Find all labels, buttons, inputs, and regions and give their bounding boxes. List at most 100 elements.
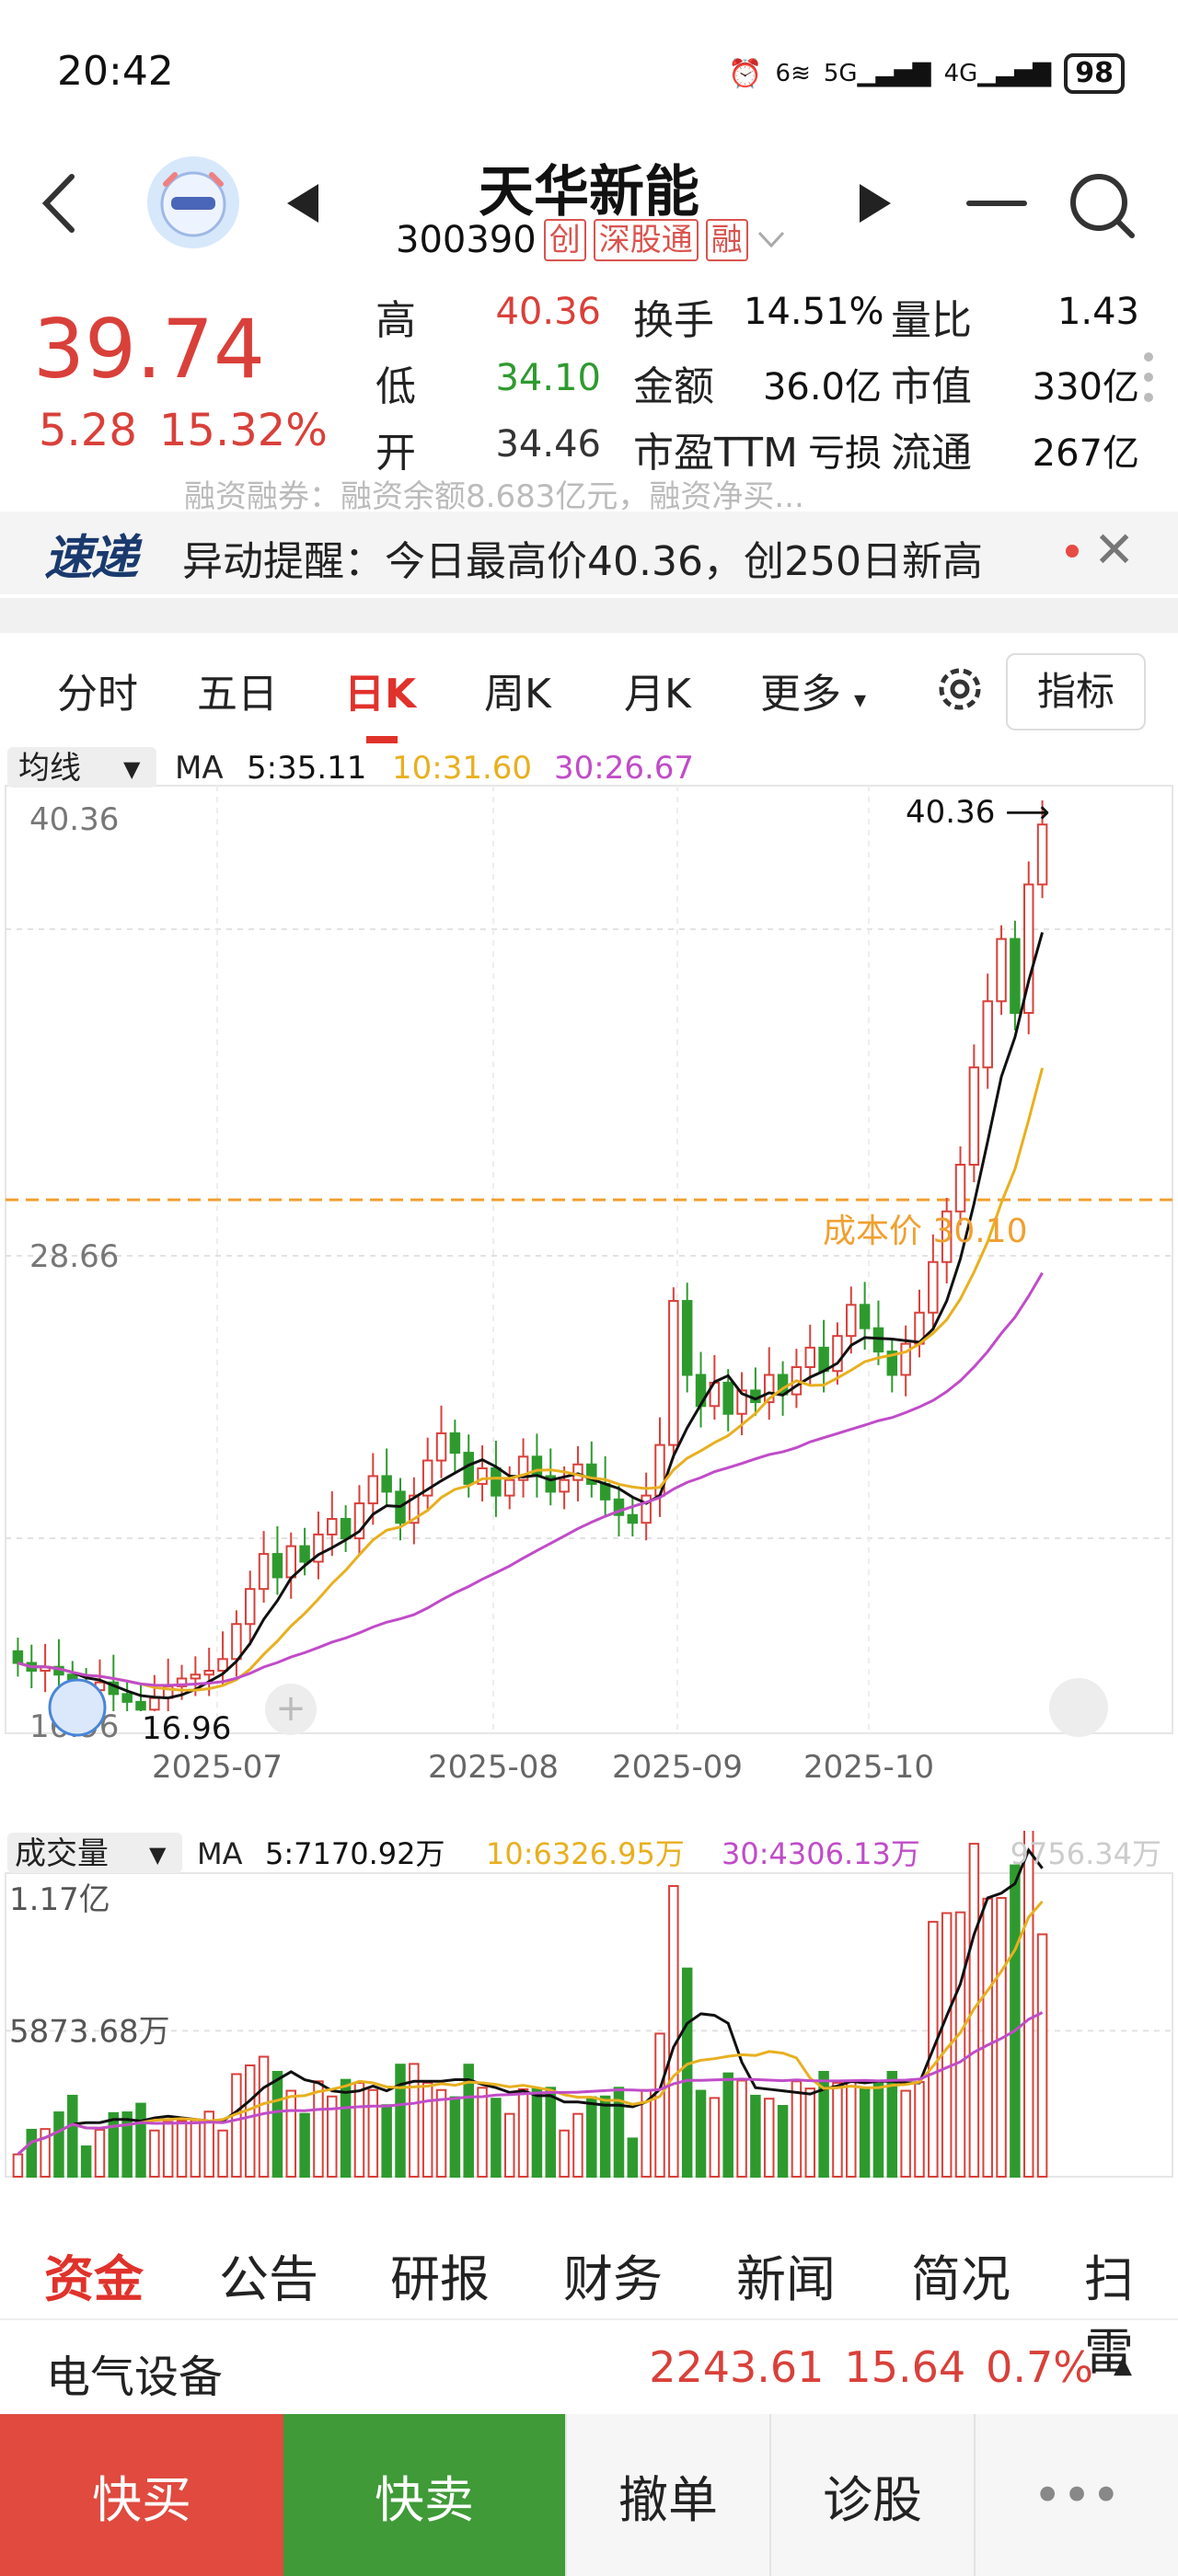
back-icon[interactable] [37, 171, 83, 236]
volume-bar-up [900, 2089, 911, 2178]
minimize-icon[interactable] [966, 199, 1031, 208]
tab-finance[interactable]: 财务 [563, 2250, 663, 2308]
gear-icon[interactable] [931, 661, 988, 718]
tab-more[interactable]: 更多 ▾ [760, 671, 867, 718]
code-row: 300390 创 深股通 融 [396, 219, 787, 261]
search-icon[interactable] [1068, 171, 1138, 241]
volume-bar-up [162, 2121, 174, 2178]
more-dots-icon[interactable] [1139, 350, 1158, 405]
tab-five-day[interactable]: 五日 [197, 671, 278, 718]
candle-down [818, 1346, 829, 1373]
candle-down [613, 1498, 625, 1516]
alert-text: 异动提醒：今日最高价40.36，创250日新高 [182, 538, 983, 585]
volume-bar-down [1010, 1864, 1021, 2178]
quote-label: 换手 [633, 297, 714, 344]
legend-select-box [7, 1833, 182, 1873]
candle-down [681, 1300, 693, 1376]
volume-bar-down [627, 2137, 639, 2178]
change-row: 5.28 15.32% [39, 405, 328, 456]
quote-value: 34.46 [495, 423, 601, 466]
volume-bar-up [435, 2088, 447, 2178]
volume-bar-up [176, 2120, 188, 2178]
volume-chart[interactable]: 成交量 ▼ MA 5:7170.92万 10:6326.95万 30:4306.13万 97… [0, 1831, 1178, 2180]
status-icons: ⏰ 6≋ 5G▁▃▅▇ 4G▁▃▅▇ 98 [728, 53, 1125, 94]
legend-name: 均线 [18, 750, 81, 787]
alert-banner[interactable]: 速递 异动提醒：今日最高价40.36，创250日新高 ✕ [0, 512, 1178, 594]
info-tabs: 资金 公告 研报 财务 新闻 简况 扫雷 [0, 2203, 1178, 2381]
chevron-down-icon[interactable] [756, 229, 787, 251]
quick-sell-button[interactable]: 快卖 [283, 2414, 565, 2576]
margin-ticker[interactable]: 融资融券：融资余额8.683亿元，融资净买... [184, 478, 804, 510]
k-assistant-icon[interactable] [48, 1678, 107, 1737]
candle-up [668, 1300, 679, 1446]
candle-up [190, 1673, 202, 1680]
tab-announcement[interactable]: 公告 [219, 2250, 318, 2308]
next-stock-icon[interactable] [856, 180, 896, 226]
candle-up [641, 1494, 652, 1524]
volume-bar-up [517, 2087, 529, 2178]
volume-bar-up [736, 2079, 747, 2179]
volume-bar-up [654, 2032, 665, 2178]
quote-label: 量比 [891, 297, 972, 344]
diagnose-button[interactable]: 诊股 [769, 2414, 974, 2576]
indicator-button[interactable]: 指标 [1006, 653, 1146, 730]
ma5-line [17, 932, 1045, 1700]
tab-research[interactable]: 研报 [390, 2250, 490, 2308]
vol-right-label: 9756.34万 [1011, 1836, 1161, 1871]
volume-bar-up [367, 2088, 379, 2178]
stock-name: 天华新能 [479, 160, 699, 224]
candle-up [313, 1533, 324, 1563]
candle-up [353, 1502, 365, 1540]
sector-index: 2243.61 [649, 2342, 825, 2392]
sector-row[interactable]: 电气设备 2243.61 15.64 0.7% ▲ [0, 2318, 1178, 2410]
vol-ma10-line [17, 1900, 1044, 2156]
candle-up [941, 1210, 953, 1263]
candle-up [422, 1459, 433, 1497]
tab-intraday[interactable]: 分时 [57, 671, 138, 718]
volume-bar-down [463, 2064, 474, 2178]
candle-up [285, 1545, 297, 1579]
close-icon[interactable]: ✕ [1093, 521, 1136, 579]
volume-bar-up [258, 2055, 270, 2178]
candle-down [1010, 937, 1021, 1014]
caret-up-icon[interactable]: ▲ [1114, 2352, 1132, 2379]
candle-up [503, 1478, 515, 1497]
tab-daily-k[interactable]: 日K [344, 671, 417, 718]
prev-stock-icon[interactable] [282, 180, 322, 226]
volume-bar-down [872, 2079, 884, 2179]
volume-bar-up [94, 2128, 106, 2179]
volume-bar-up [791, 2080, 803, 2178]
volume-bar-up [203, 2110, 214, 2178]
tab-monthly-k[interactable]: 月K [624, 671, 691, 718]
tab-news[interactable]: 新闻 [736, 2250, 836, 2308]
candle-down [135, 1700, 146, 1711]
expand-icon[interactable] [1049, 1678, 1108, 1737]
quick-buy-button[interactable]: 快买 [0, 2414, 283, 2576]
more-button[interactable]: ••• [974, 2414, 1178, 2576]
tab-risk-scan[interactable]: 扫雷 [1084, 2250, 1134, 2381]
stock-code: 300390 [396, 219, 537, 261]
candle-up [982, 1000, 993, 1069]
volume-bar-up [422, 2081, 433, 2178]
candle-up [149, 1696, 160, 1711]
candle-up [1036, 823, 1048, 886]
candle-down [340, 1518, 352, 1540]
tab-underline [366, 736, 398, 743]
vol-ma30-value: 30:4306.13万 [722, 1836, 920, 1871]
ma-label: MA [197, 1836, 243, 1871]
candle-down [872, 1327, 884, 1353]
candle-down [491, 1467, 502, 1497]
zoom-in-icon[interactable] [265, 1684, 317, 1735]
cancel-order-button[interactable]: 撤单 [565, 2414, 769, 2576]
kline-chart[interactable]: 均线 ▼ MA 5:35.11 10:31.60 30:26.67 40.36 28.66 16… [0, 747, 1178, 1787]
tab-weekly-k[interactable]: 周K [484, 671, 551, 718]
sector-change: 15.64 [844, 2342, 966, 2392]
quote-value: 14.51% [744, 291, 884, 333]
ma10-value: 10:31.60 [392, 750, 532, 787]
sector-values: 2243.61 15.64 0.7% ▲ [649, 2342, 1132, 2392]
candle-down [627, 1513, 639, 1524]
tab-capital[interactable]: 资金 [44, 2250, 144, 2308]
volume-bar-up [327, 2095, 338, 2178]
tab-profile[interactable]: 简况 [911, 2250, 1011, 2308]
avatar[interactable] [147, 156, 239, 248]
